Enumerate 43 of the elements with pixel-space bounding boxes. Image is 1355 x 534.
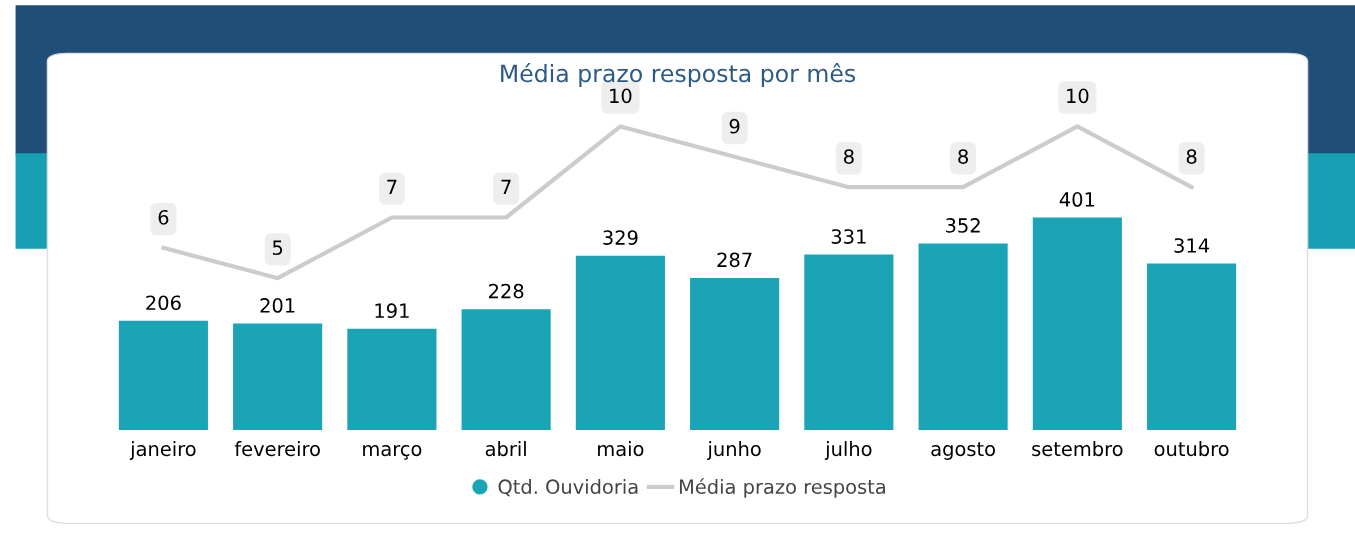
- data-label: 201: [260, 298, 295, 313]
- x-tick-label: junho: [707, 441, 761, 460]
- data-label: 8: [1186, 149, 1197, 164]
- x-tick-label: agosto: [931, 442, 995, 460]
- data-label: 191: [375, 303, 409, 319]
- x-tick-label: maio: [598, 441, 644, 457]
- bar: [575, 255, 665, 430]
- bar: [1032, 217, 1122, 430]
- data-label: 7: [501, 179, 511, 195]
- bar: [461, 309, 551, 430]
- bar: [804, 254, 894, 430]
- data-label: 206: [146, 295, 181, 311]
- x-tick-label: março: [363, 445, 422, 460]
- data-label: 10: [1067, 88, 1089, 104]
- bar: [233, 323, 323, 430]
- x-tick-label: janeiro: [129, 441, 196, 460]
- bar: [118, 320, 208, 430]
- x-tick-label: outubro: [1154, 441, 1229, 457]
- x-tick-label: julho: [824, 441, 872, 460]
- data-label: 314: [1174, 238, 1210, 253]
- data-label: 8: [958, 149, 968, 164]
- data-label: 331: [831, 229, 866, 244]
- data-label: 329: [603, 230, 638, 245]
- data-label: 7: [387, 179, 397, 195]
- data-label: 287: [717, 252, 752, 268]
- data-label: 352: [946, 218, 980, 233]
- data-label: 9: [729, 118, 740, 134]
- bar: [690, 277, 780, 430]
- x-tick-label: setembro: [1032, 441, 1123, 457]
- data-label: 8: [844, 149, 854, 164]
- chart-title: Média prazo resposta por mês: [501, 63, 856, 87]
- data-label: 401: [1059, 192, 1095, 207]
- bar: [347, 328, 437, 430]
- bar: [918, 243, 1008, 430]
- legend-label: Qtd. Ouvidoria: [498, 478, 638, 497]
- data-label: 10: [610, 88, 632, 104]
- x-tick-label: fevereiro: [234, 441, 320, 457]
- data-label: 228: [489, 283, 524, 299]
- legend-label: Média prazo resposta: [679, 478, 885, 498]
- x-tick-label: abril: [485, 441, 526, 457]
- bar: [1147, 263, 1237, 430]
- data-label: 5: [272, 240, 283, 255]
- data-label: 6: [158, 209, 169, 225]
